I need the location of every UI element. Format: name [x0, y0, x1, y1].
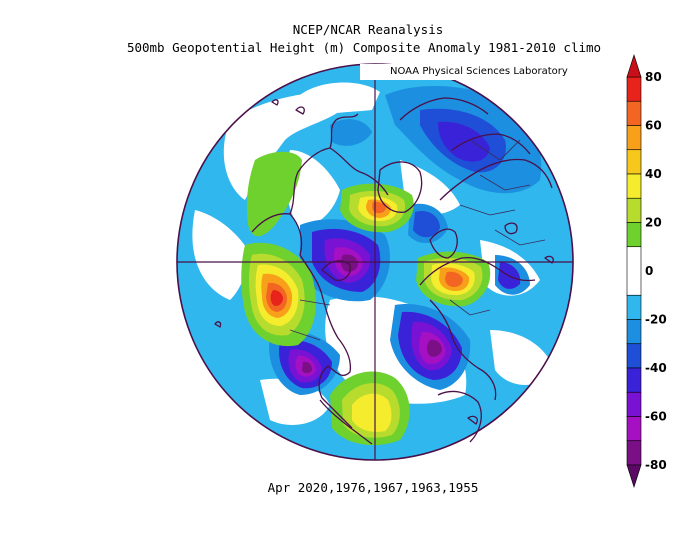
chart-title: NCEP/NCAR Reanalysis [292, 22, 444, 37]
colorbar-tick-label: 20 [645, 216, 662, 230]
meridian-lines [177, 64, 573, 460]
colorbar-bin [626, 343, 642, 369]
colorbar-bin [626, 197, 642, 223]
colorbar-ticks: 80 60 40 20 0 -20 -40 -60 -80 [645, 70, 667, 472]
colorbar-tick-label: -40 [645, 361, 667, 375]
colorbar-tick-label: -80 [645, 458, 667, 472]
negative-purple-areas [288, 238, 452, 383]
chart-subtitle: 500mb Geopotential Height (m) Composite … [126, 40, 602, 55]
colorbar-over-arrow [626, 54, 642, 78]
colorbar-tick-label: -60 [645, 410, 667, 424]
colorbar-tick-label: 60 [645, 119, 662, 133]
colorbar-bins [626, 54, 642, 488]
colorbar-bin [626, 319, 642, 345]
colorbar-under-arrow [626, 464, 642, 488]
colorbar-bin [626, 391, 642, 417]
colorbar-bin [626, 416, 642, 442]
colorbar-bin [626, 222, 642, 248]
colorbar-tick-label: 0 [645, 264, 653, 278]
colorbar-bin [626, 125, 642, 151]
credit-label: NOAA Physical Sciences Laboratory [360, 64, 575, 80]
colorbar-bin [626, 367, 642, 393]
colorbar-bin [626, 294, 642, 320]
colorbar-bin [626, 76, 642, 102]
colorbar-tick-label: -20 [645, 313, 667, 327]
country-borders [289, 139, 546, 341]
colorbar-bin [626, 246, 642, 296]
colorbar-bin [626, 149, 642, 175]
composite-years: Apr 2020,1976,1967,1963,1955 [267, 480, 479, 495]
colorbar-bin [626, 173, 642, 199]
positive-areas [241, 151, 491, 446]
colorbar-bin [626, 440, 642, 466]
colorbar-tick-label: 40 [645, 167, 662, 181]
colorbar-bin [626, 100, 642, 126]
colorbar-tick-label: 80 [645, 70, 662, 84]
